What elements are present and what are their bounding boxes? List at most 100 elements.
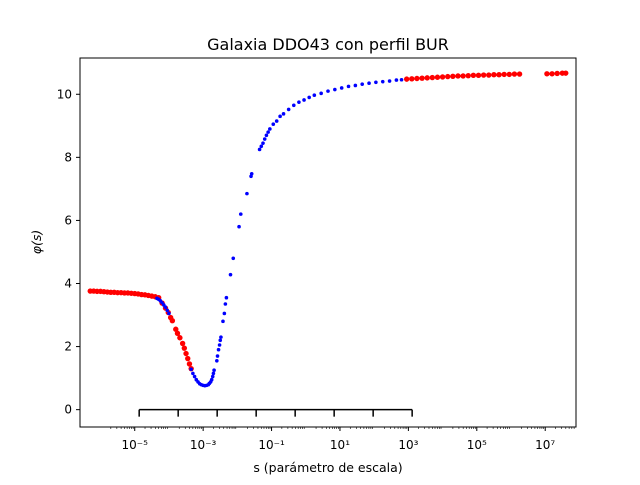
data-point xyxy=(212,368,216,373)
data-point xyxy=(167,311,171,316)
data-point xyxy=(339,86,344,90)
y-axis: 0 2 4 6 8 10 xyxy=(57,87,80,417)
data-point xyxy=(185,355,191,362)
data-point xyxy=(516,71,523,77)
data-point xyxy=(544,71,550,77)
data-point xyxy=(191,371,195,376)
data-point xyxy=(268,127,272,131)
data-point xyxy=(455,73,461,79)
data-point xyxy=(319,91,323,96)
data-point xyxy=(439,74,446,80)
data-point xyxy=(221,319,225,324)
data-point xyxy=(238,212,243,216)
data-point xyxy=(291,103,296,108)
data-point xyxy=(228,272,233,277)
x-tick-label: 10⁻³ xyxy=(190,438,217,452)
data-point xyxy=(465,72,471,79)
x-tick-label: 10⁷ xyxy=(535,438,555,452)
data-point xyxy=(501,71,507,78)
data-point xyxy=(307,95,311,100)
data-point xyxy=(266,130,270,134)
data-point xyxy=(278,114,282,119)
x-tick-label: 10¹ xyxy=(330,438,350,452)
data-point xyxy=(215,354,220,358)
data-point xyxy=(475,72,482,79)
data-point xyxy=(450,73,456,79)
data-point xyxy=(211,371,216,376)
data-point xyxy=(218,338,223,343)
y-axis-label: φ(s) xyxy=(29,230,44,255)
data-point xyxy=(181,345,188,351)
x-tick-label: 10⁻¹ xyxy=(258,438,285,452)
data-point xyxy=(424,75,430,81)
y-tick-label: 8 xyxy=(64,150,72,164)
data-point xyxy=(173,326,179,332)
data-point xyxy=(460,73,466,79)
data-point xyxy=(429,74,436,81)
data-point xyxy=(237,224,241,229)
data-point xyxy=(286,107,291,112)
data-point xyxy=(506,71,512,78)
data-point xyxy=(192,374,197,379)
data-point xyxy=(394,78,399,82)
data-point xyxy=(302,98,306,102)
data-point xyxy=(496,72,502,78)
data-point xyxy=(189,367,193,372)
data-point xyxy=(480,72,487,78)
y-tick-label: 2 xyxy=(64,340,72,354)
data-point xyxy=(169,318,176,324)
data-point xyxy=(219,335,223,339)
data-point xyxy=(222,311,227,316)
data-point xyxy=(486,72,492,78)
data-point xyxy=(186,361,193,367)
data-point xyxy=(261,141,265,145)
data-point xyxy=(209,377,214,382)
data-point xyxy=(174,330,181,337)
data-point xyxy=(217,343,222,347)
plot-area xyxy=(87,70,569,417)
data-point xyxy=(326,89,330,93)
y-tick-label: 6 xyxy=(64,213,72,227)
data-point xyxy=(353,83,358,88)
data-point xyxy=(511,71,518,77)
data-point xyxy=(271,122,276,127)
y-tick-label: 4 xyxy=(64,277,72,291)
data-point xyxy=(380,79,385,84)
data-point xyxy=(491,72,497,78)
data-point xyxy=(183,350,189,357)
data-point xyxy=(346,84,351,89)
data-point xyxy=(333,87,337,92)
data-point xyxy=(165,308,170,313)
data-point xyxy=(312,93,317,98)
data-point xyxy=(387,79,392,83)
data-point xyxy=(215,358,219,363)
plot-frame xyxy=(79,57,577,428)
x-tick-label: 10³ xyxy=(398,438,418,452)
data-point xyxy=(257,147,262,152)
x-tick-label: 10⁻⁵ xyxy=(122,438,149,452)
data-point xyxy=(445,73,451,80)
data-point xyxy=(549,71,555,77)
data-point xyxy=(563,70,569,76)
y-tick-label: 10 xyxy=(57,87,72,101)
data-point xyxy=(259,144,264,149)
data-point xyxy=(249,171,254,176)
x-axis-label: s (parámetro de escala) xyxy=(253,460,402,475)
data-point xyxy=(245,191,249,196)
data-point xyxy=(216,347,221,352)
data-point xyxy=(231,256,236,261)
x-axis: 10⁻⁵ 10⁻³ 10⁻¹ 10¹ 10³ 10⁵ 10⁷ xyxy=(110,427,575,452)
data-point xyxy=(224,295,229,300)
data-point xyxy=(274,119,279,123)
x-tick-label: 10⁵ xyxy=(467,438,487,452)
data-point xyxy=(434,74,441,80)
chart-title: Galaxia DDO43 con perfil BUR xyxy=(207,35,449,54)
data-point xyxy=(210,374,215,379)
data-point xyxy=(403,76,410,82)
data-point xyxy=(399,77,404,82)
data-point xyxy=(262,137,267,141)
data-point xyxy=(281,112,286,116)
data-point xyxy=(179,340,186,347)
